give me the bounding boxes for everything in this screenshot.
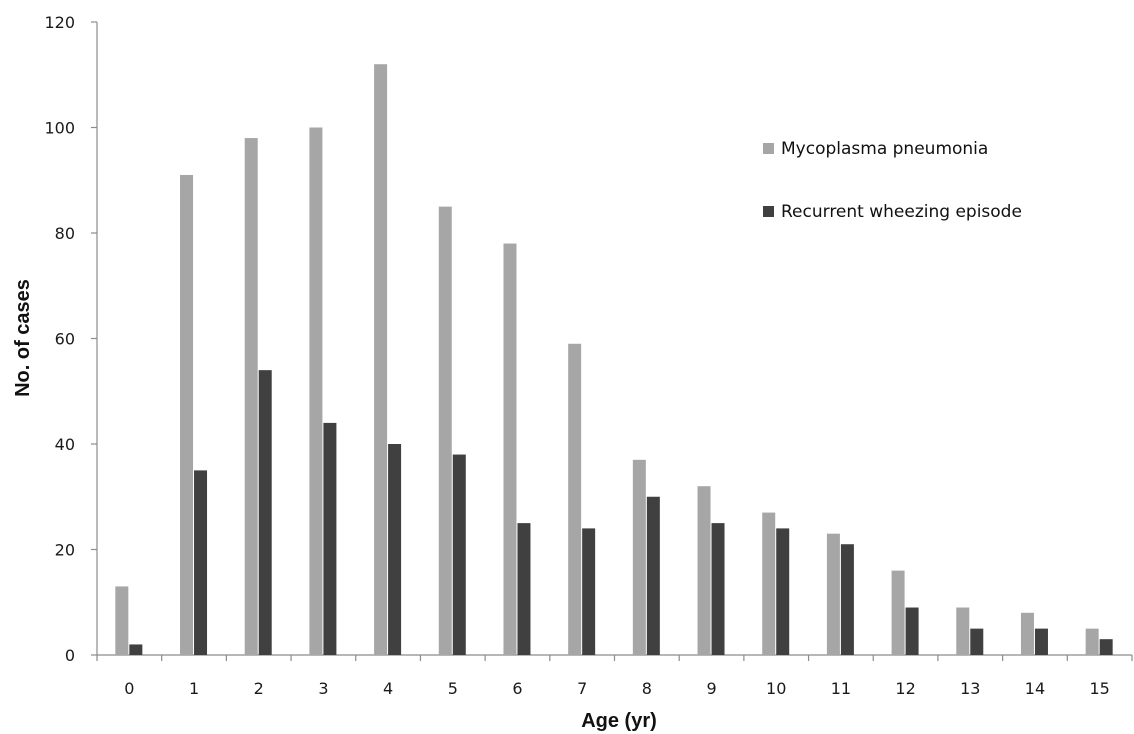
x-tick-label: 8 bbox=[642, 679, 652, 698]
bar-mycoplasma-pneumonia-1 bbox=[180, 174, 194, 655]
bars bbox=[115, 64, 1113, 656]
bar-recurrent-wheezing-4 bbox=[388, 444, 402, 655]
bar-mycoplasma-pneumonia-9 bbox=[697, 486, 711, 655]
x-axis-title: Age (yr) bbox=[581, 710, 657, 732]
y-tick-label: 40 bbox=[55, 435, 75, 454]
bar-mycoplasma-pneumonia-11 bbox=[826, 533, 840, 655]
bar-mycoplasma-pneumonia-14 bbox=[1020, 612, 1034, 655]
x-tick-label: 12 bbox=[895, 679, 915, 698]
x-tick-label: 13 bbox=[960, 679, 980, 698]
legend: Mycoplasma pneumonia Recurrent wheezing e… bbox=[763, 139, 1022, 222]
x-tick-label: 10 bbox=[766, 679, 786, 698]
x-tick-label: 6 bbox=[512, 679, 522, 698]
y-axis: 0 20 40 60 80 100 120 bbox=[44, 13, 98, 665]
bar-recurrent-wheezing-15 bbox=[1099, 639, 1113, 655]
bar-recurrent-wheezing-5 bbox=[452, 454, 466, 655]
bar-recurrent-wheezing-7 bbox=[582, 528, 596, 655]
bar-recurrent-wheezing-13 bbox=[970, 628, 984, 655]
y-tick-label: 20 bbox=[55, 541, 75, 560]
x-tick-label: 15 bbox=[1089, 679, 1109, 698]
bar-recurrent-wheezing-12 bbox=[905, 607, 919, 655]
bar-mycoplasma-pneumonia-10 bbox=[762, 512, 776, 655]
bar-mycoplasma-pneumonia-13 bbox=[956, 607, 970, 655]
bar-recurrent-wheezing-1 bbox=[194, 470, 208, 655]
x-axis: 0 1 2 3 4 5 6 7 8 9 10 11 12 13 14 15 bbox=[96, 654, 1133, 698]
x-tick-label: 4 bbox=[383, 679, 393, 698]
bar-mycoplasma-pneumonia-6 bbox=[503, 243, 517, 656]
x-tick-label: 14 bbox=[1025, 679, 1045, 698]
bar-recurrent-wheezing-0 bbox=[129, 644, 143, 655]
bar-recurrent-wheezing-10 bbox=[776, 528, 790, 655]
bar-recurrent-wheezing-14 bbox=[1034, 628, 1048, 655]
y-tick-label: 100 bbox=[44, 119, 75, 138]
y-tick-label: 80 bbox=[55, 224, 75, 243]
bar-recurrent-wheezing-8 bbox=[646, 496, 660, 655]
x-tick-label: 1 bbox=[189, 679, 199, 698]
bar-mycoplasma-pneumonia-12 bbox=[891, 570, 905, 655]
x-tick-label: 3 bbox=[318, 679, 328, 698]
bar-mycoplasma-pneumonia-0 bbox=[115, 586, 129, 655]
y-tick-label: 0 bbox=[65, 646, 75, 665]
bar-recurrent-wheezing-9 bbox=[711, 523, 725, 655]
legend-swatch bbox=[763, 206, 774, 217]
bar-mycoplasma-pneumonia-4 bbox=[374, 64, 388, 655]
x-tick-label: 9 bbox=[706, 679, 716, 698]
bar-mycoplasma-pneumonia-2 bbox=[244, 138, 258, 656]
x-tick-label: 5 bbox=[448, 679, 458, 698]
bar-mycoplasma-pneumonia-15 bbox=[1085, 628, 1099, 655]
x-tick-label: 2 bbox=[254, 679, 264, 698]
bar-mycoplasma-pneumonia-3 bbox=[309, 127, 323, 655]
bar-mycoplasma-pneumonia-8 bbox=[632, 459, 646, 655]
x-tick-label: 11 bbox=[831, 679, 851, 698]
bar-mycoplasma-pneumonia-5 bbox=[438, 206, 452, 655]
y-axis-title: No. of cases bbox=[12, 279, 34, 397]
legend-label: Recurrent wheezing episode bbox=[781, 202, 1022, 222]
bar-recurrent-wheezing-3 bbox=[323, 422, 337, 655]
bar-recurrent-wheezing-2 bbox=[258, 370, 272, 655]
y-tick-label: 120 bbox=[44, 13, 75, 32]
bar-recurrent-wheezing-11 bbox=[840, 544, 854, 655]
x-tick-label: 7 bbox=[577, 679, 587, 698]
bar-mycoplasma-pneumonia-7 bbox=[568, 343, 582, 655]
bar-recurrent-wheezing-6 bbox=[517, 523, 531, 655]
legend-swatch bbox=[763, 143, 774, 154]
y-tick-label: 60 bbox=[55, 330, 75, 349]
legend-label: Mycoplasma pneumonia bbox=[781, 139, 988, 159]
x-tick-label: 0 bbox=[124, 679, 134, 698]
